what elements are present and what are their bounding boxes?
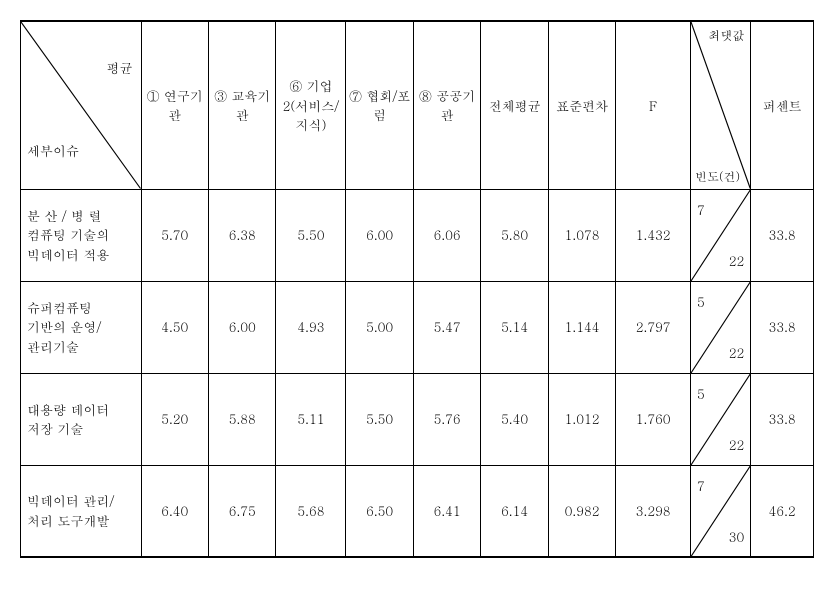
table-cell: 5.20 (141, 373, 208, 465)
table-cell: 1.760 (616, 373, 691, 465)
diagonal-line-icon (21, 22, 141, 189)
freq-top: 7 (697, 200, 705, 220)
table-cell: 5.47 (413, 281, 480, 373)
header-split-bottom: 빈도(건) (695, 170, 740, 184)
table-cell: 6.00 (209, 281, 276, 373)
freq-bottom: 30 (729, 527, 745, 547)
table-row: 빅데이터 관리/처리 도구개발6.406.755.686.506.416.140… (21, 465, 814, 557)
table-cell: 5.68 (276, 465, 346, 557)
table-cell: 4.93 (276, 281, 346, 373)
table-cell: 6.14 (481, 465, 548, 557)
table-row: 슈퍼컴퓨팅 기반의 운영/관리기술4.506.004.935.005.475.1… (21, 281, 814, 373)
header-diag-top: 평균 (107, 58, 133, 78)
percent-cell: 46.2 (751, 465, 814, 557)
table-cell: 5.50 (276, 189, 346, 281)
percent-cell: 33.8 (751, 373, 814, 465)
header-diagonal-cell: 평균 세부이슈 (21, 21, 142, 189)
table-cell: 1.078 (548, 189, 615, 281)
data-table: 평균 세부이슈 ① 연구기관 ③ 교육기관 ⑥ 기업2(서비스/지식) ⑦ 협회… (20, 20, 814, 558)
col-header-8: F (616, 21, 691, 189)
col-header-2: ③ 교육기관 (209, 21, 276, 189)
table-row: 분 산 / 병 렬 컴퓨팅 기술의 빅데이터 적용5.706.385.506.0… (21, 189, 814, 281)
table-cell: 0.982 (548, 465, 615, 557)
freq-top: 5 (697, 292, 705, 312)
table-cell: 5.76 (413, 373, 480, 465)
freq-cell: 7 22 (691, 189, 751, 281)
table-row: 대용량 데이터 저장 기술5.205.885.115.505.765.401.0… (21, 373, 814, 465)
table-cell: 3.298 (616, 465, 691, 557)
freq-bottom: 22 (729, 251, 745, 271)
col-header-3: ⑥ 기업2(서비스/지식) (276, 21, 346, 189)
table-cell: 6.75 (209, 465, 276, 557)
col-header-4: ⑦ 협회/포럼 (346, 21, 413, 189)
table-cell: 5.14 (481, 281, 548, 373)
freq-bottom: 22 (729, 343, 745, 363)
col-header-split: 최댓값 빈도(건) (691, 21, 751, 189)
table-cell: 5.50 (346, 373, 413, 465)
freq-cell: 5 22 (691, 373, 751, 465)
table-cell: 6.06 (413, 189, 480, 281)
table-cell: 5.00 (346, 281, 413, 373)
table-cell: 1.012 (548, 373, 615, 465)
row-label: 빅데이터 관리/처리 도구개발 (21, 465, 142, 557)
table-cell: 5.70 (141, 189, 208, 281)
col-header-1: ① 연구기관 (141, 21, 208, 189)
row-label: 분 산 / 병 렬 컴퓨팅 기술의 빅데이터 적용 (21, 189, 142, 281)
col-header-7: 표준편차 (548, 21, 615, 189)
header-split-top: 최댓값 (708, 28, 744, 44)
table-cell: 2.797 (616, 281, 691, 373)
row-label: 슈퍼컴퓨팅 기반의 운영/관리기술 (21, 281, 142, 373)
col-header-6: 전체평균 (481, 21, 548, 189)
col-header-percent: 퍼센트 (751, 21, 814, 189)
freq-cell: 5 22 (691, 281, 751, 373)
row-label: 대용량 데이터 저장 기술 (21, 373, 142, 465)
table-cell: 5.11 (276, 373, 346, 465)
percent-cell: 33.8 (751, 189, 814, 281)
table-cell: 6.50 (346, 465, 413, 557)
percent-cell: 33.8 (751, 281, 814, 373)
table-cell: 6.38 (209, 189, 276, 281)
table-cell: 6.00 (346, 189, 413, 281)
table-cell: 5.88 (209, 373, 276, 465)
table-cell: 6.40 (141, 465, 208, 557)
freq-top: 7 (697, 476, 705, 496)
col-header-5: ⑧ 공공기관 (413, 21, 480, 189)
table-cell: 1.144 (548, 281, 615, 373)
table-cell: 5.40 (481, 373, 548, 465)
table-cell: 6.41 (413, 465, 480, 557)
table-cell: 1.432 (616, 189, 691, 281)
table-cell: 4.50 (141, 281, 208, 373)
freq-cell: 7 30 (691, 465, 751, 557)
freq-bottom: 22 (729, 435, 745, 455)
freq-top: 5 (697, 384, 705, 404)
header-diag-bottom: 세부이슈 (27, 141, 79, 161)
table-cell: 5.80 (481, 189, 548, 281)
diagonal-line-icon (691, 22, 750, 189)
